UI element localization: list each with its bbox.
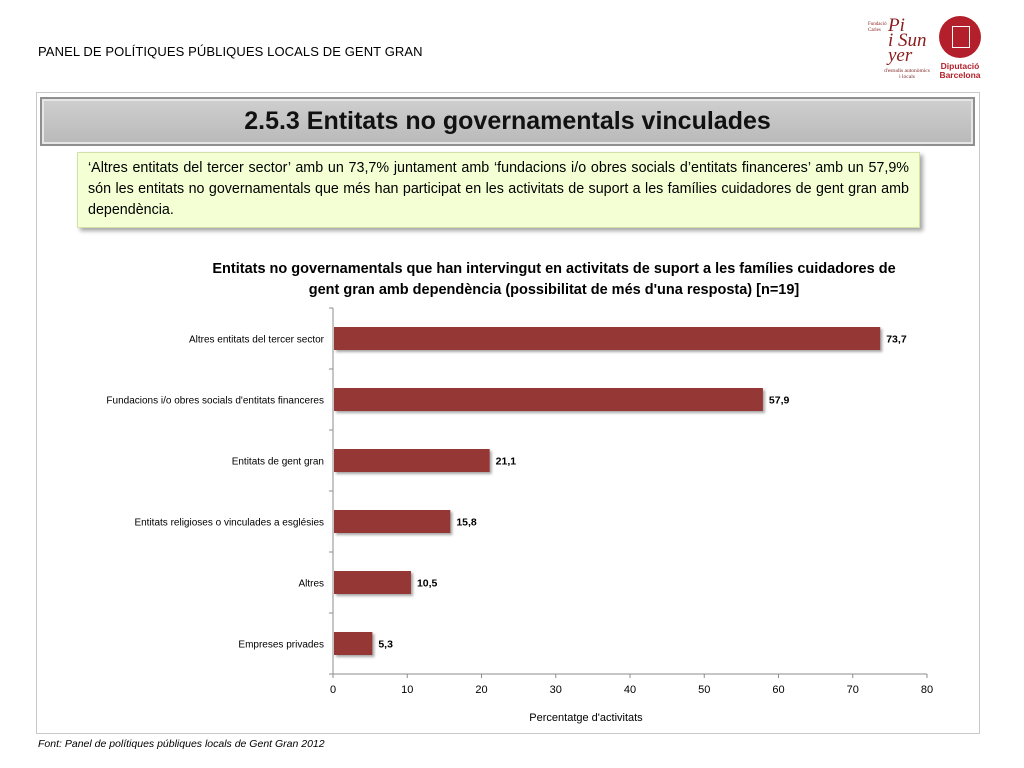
logo-big-text: Pi i Sun yer: [888, 15, 927, 66]
bar-data-label: 15,8: [456, 517, 477, 529]
fundacio-pi-sunyer-logo: Fundació Carles Pi i Sun yer d'estudis a…: [866, 16, 930, 92]
chart-title: Entitats no governamentals que han inter…: [212, 261, 896, 298]
category-label: Fundacions i/o obres socials d'entitats …: [106, 396, 324, 407]
bar-data-label: 5,3: [378, 639, 393, 651]
x-tick-label: 0: [330, 684, 336, 696]
x-tick-label: 80: [921, 684, 933, 696]
bar: [334, 449, 490, 472]
category-label: Entitats religioses o vinculades a esglé…: [134, 518, 324, 529]
diputacio-seal-icon: [939, 16, 981, 58]
bar: [334, 327, 881, 350]
category-label: Empreses privades: [238, 640, 324, 651]
content-frame: [36, 92, 980, 734]
page-header-title: PANEL DE POLÍTIQUES PÚBLIQUES LOCALS DE …: [38, 44, 423, 59]
x-tick-label: 10: [401, 684, 413, 696]
x-tick-label: 60: [772, 684, 784, 696]
logo-sub-text: d'estudis autonòmics i locals: [884, 68, 930, 80]
x-tick-label: 70: [847, 684, 859, 696]
x-tick-label: 40: [624, 684, 636, 696]
bar: [334, 510, 451, 533]
bar-data-label: 73,7: [886, 334, 907, 346]
category-label: Altres: [298, 579, 324, 590]
summary-box: ‘Altres entitats del tercer sector’ amb …: [77, 152, 920, 228]
bar-data-label: 57,9: [769, 395, 790, 407]
diputacio-logo-text: Diputació Barcelona: [939, 61, 981, 80]
source-note: Font: Panel de polítiques públiques loca…: [38, 738, 325, 750]
diputacio-barcelona-logo: Diputació Barcelona: [934, 16, 986, 86]
bar-data-label: 10,5: [417, 578, 438, 590]
section-title: 2.5.3 Entitats no governamentals vincula…: [40, 97, 975, 146]
category-label: Entitats de gent gran: [232, 457, 324, 468]
bar: [334, 632, 373, 655]
x-tick-label: 20: [475, 684, 487, 696]
category-label: Altres entitats del tercer sector: [189, 335, 325, 346]
x-tick-label: 50: [698, 684, 710, 696]
bar: [334, 571, 411, 594]
x-axis-label: Percentatge d'activitats: [529, 712, 643, 724]
x-tick-label: 30: [550, 684, 562, 696]
bar-data-label: 21,1: [496, 456, 517, 468]
bar: [334, 388, 763, 411]
logo-small-text: Fundació Carles: [868, 22, 887, 33]
